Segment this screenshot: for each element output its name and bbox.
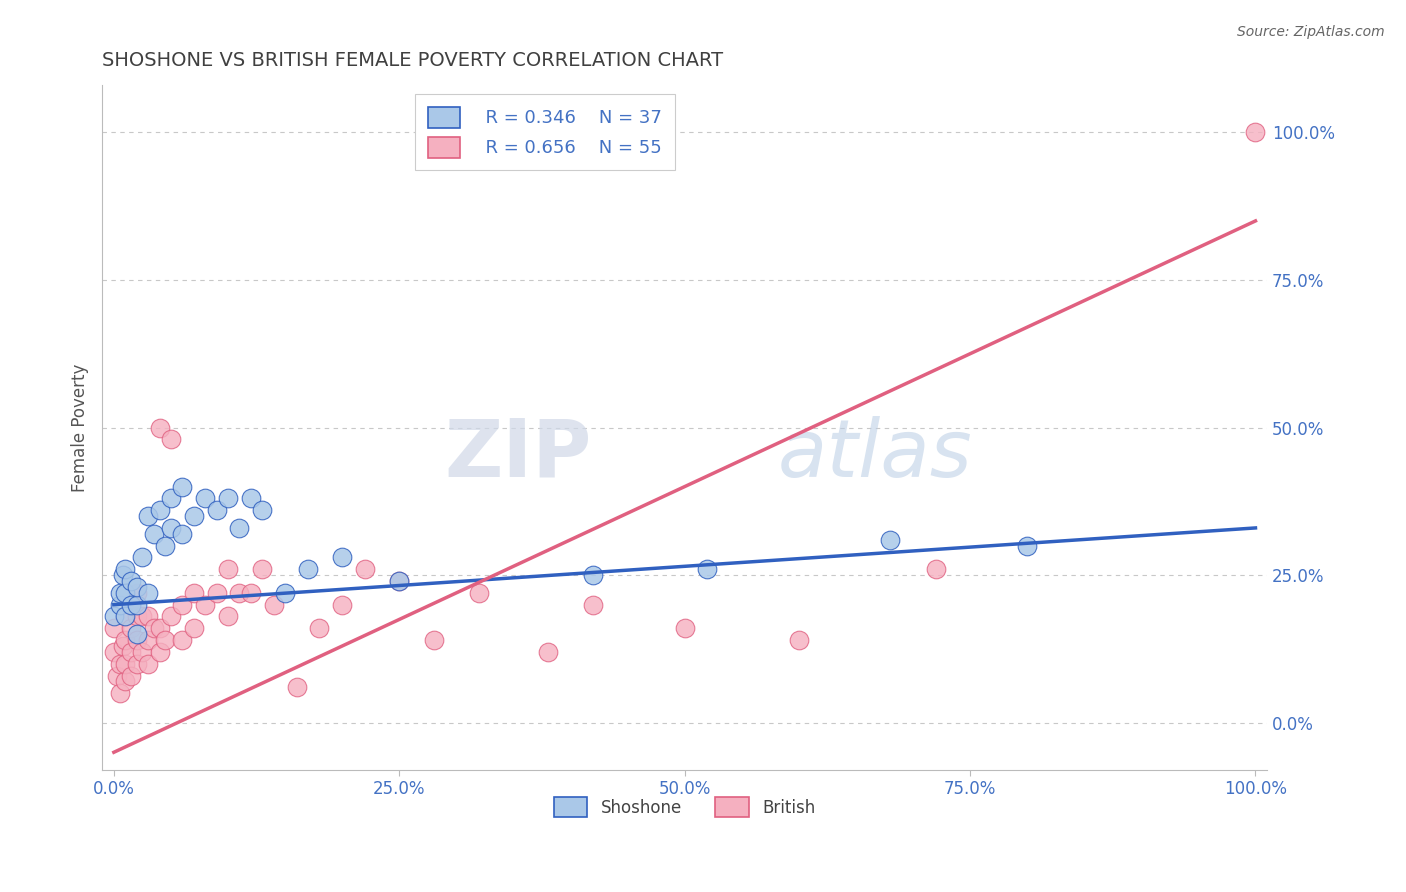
Point	[537, 645, 560, 659]
Point	[388, 574, 411, 588]
Point	[111, 568, 134, 582]
Point	[155, 539, 177, 553]
Point	[125, 580, 148, 594]
Point	[172, 598, 194, 612]
Point	[217, 491, 239, 506]
Text: atlas: atlas	[778, 416, 973, 494]
Point	[1017, 539, 1039, 553]
Point	[925, 562, 948, 576]
Point	[148, 503, 170, 517]
Point	[274, 586, 297, 600]
Point	[125, 609, 148, 624]
Point	[120, 668, 142, 682]
Point	[252, 562, 274, 576]
Point	[114, 657, 136, 671]
Point	[131, 550, 153, 565]
Point	[114, 586, 136, 600]
Point	[228, 586, 250, 600]
Point	[422, 633, 444, 648]
Point	[183, 586, 205, 600]
Point	[120, 598, 142, 612]
Point	[125, 657, 148, 671]
Point	[252, 503, 274, 517]
Point	[239, 491, 262, 506]
Point	[160, 521, 183, 535]
Point	[148, 621, 170, 635]
Point	[120, 574, 142, 588]
Point	[103, 609, 125, 624]
Point	[160, 491, 183, 506]
Point	[183, 509, 205, 524]
Point	[172, 526, 194, 541]
Point	[205, 586, 228, 600]
Point	[120, 645, 142, 659]
Point	[160, 433, 183, 447]
Point	[308, 621, 330, 635]
Point	[354, 562, 377, 576]
Point	[108, 586, 131, 600]
Point	[155, 633, 177, 648]
Text: ZIP: ZIP	[444, 416, 592, 494]
Point	[131, 609, 153, 624]
Point	[136, 586, 159, 600]
Point	[673, 621, 696, 635]
Point	[297, 562, 319, 576]
Point	[194, 491, 217, 506]
Point	[330, 598, 353, 612]
Point	[582, 598, 605, 612]
Point	[108, 686, 131, 700]
Point	[125, 586, 148, 600]
Text: SHOSHONE VS BRITISH FEMALE POVERTY CORRELATION CHART: SHOSHONE VS BRITISH FEMALE POVERTY CORRE…	[103, 51, 724, 70]
Point	[131, 645, 153, 659]
Point	[111, 639, 134, 653]
Point	[114, 674, 136, 689]
Text: Source: ZipAtlas.com: Source: ZipAtlas.com	[1237, 25, 1385, 39]
Point	[136, 657, 159, 671]
Point	[125, 627, 148, 641]
Point	[787, 633, 810, 648]
Point	[108, 598, 131, 612]
Point	[136, 609, 159, 624]
Point	[136, 633, 159, 648]
Point	[136, 509, 159, 524]
Point	[330, 550, 353, 565]
Point	[239, 586, 262, 600]
Point	[114, 562, 136, 576]
Point	[205, 503, 228, 517]
Point	[194, 598, 217, 612]
Point	[160, 609, 183, 624]
Point	[120, 621, 142, 635]
Point	[582, 568, 605, 582]
Point	[172, 480, 194, 494]
Point	[217, 609, 239, 624]
Point	[696, 562, 718, 576]
Point	[105, 668, 128, 682]
Y-axis label: Female Poverty: Female Poverty	[72, 363, 89, 491]
Point	[114, 609, 136, 624]
Point	[228, 521, 250, 535]
Point	[142, 526, 165, 541]
Point	[468, 586, 491, 600]
Point	[148, 420, 170, 434]
Point	[217, 562, 239, 576]
Point	[388, 574, 411, 588]
Point	[263, 598, 285, 612]
Point	[148, 645, 170, 659]
Point	[114, 609, 136, 624]
Point	[103, 645, 125, 659]
Point	[125, 598, 148, 612]
Point	[103, 621, 125, 635]
Point	[879, 533, 901, 547]
Point	[120, 598, 142, 612]
Point	[183, 621, 205, 635]
Point	[125, 633, 148, 648]
Point	[108, 657, 131, 671]
Point	[172, 633, 194, 648]
Point	[142, 621, 165, 635]
Legend: Shoshone, British: Shoshone, British	[547, 790, 823, 823]
Point	[285, 681, 308, 695]
Point	[114, 633, 136, 648]
Point	[1244, 125, 1267, 139]
